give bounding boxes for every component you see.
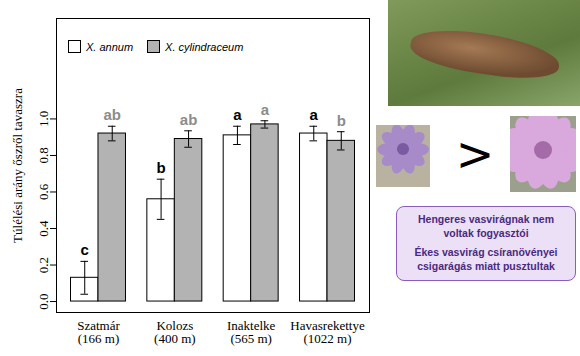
svg-text:0.0: 0.0 bbox=[36, 293, 51, 309]
svg-text:Szatmár(166 m): Szatmár(166 m) bbox=[77, 318, 120, 346]
svg-text:c: c bbox=[81, 241, 89, 258]
svg-text:0.8: 0.8 bbox=[36, 147, 51, 163]
svg-text:b: b bbox=[157, 159, 166, 176]
html-text:Ékes vasvirág csíranövényei cs: Ékes vasvirág csíranövényei csigarágás m… bbox=[414, 246, 558, 272]
svg-text:a: a bbox=[261, 101, 270, 118]
svg-text:b: b bbox=[337, 112, 346, 129]
svg-text:a: a bbox=[233, 106, 242, 123]
html-text:X. cylindraceum: X. cylindraceum bbox=[165, 40, 244, 53]
svg-text:a: a bbox=[310, 106, 319, 123]
svg-text:0.2: 0.2 bbox=[36, 257, 51, 273]
html-text:Hengeres vasvirágnak nem volta: Hengeres vasvirágnak nem voltak fogyaszt… bbox=[418, 213, 554, 239]
svg-text:Túlélési arány őszről tavaszra: Túlélési arány őszről tavaszra bbox=[10, 88, 25, 243]
svg-text:Havasrekettye(1022 m): Havasrekettye(1022 m) bbox=[290, 318, 365, 346]
svg-text:ab: ab bbox=[103, 106, 121, 123]
svg-text:Kolozs(400 m): Kolozs(400 m) bbox=[154, 318, 196, 346]
html-text:X. annum: X. annum bbox=[86, 40, 134, 53]
svg-text:ab: ab bbox=[180, 111, 198, 128]
svg-text:Inaktelke(565 m): Inaktelke(565 m) bbox=[227, 318, 276, 346]
svg-text:0.6: 0.6 bbox=[36, 183, 51, 200]
svg-text:1.0: 1.0 bbox=[36, 111, 51, 127]
svg-text:0.4: 0.4 bbox=[36, 220, 51, 237]
